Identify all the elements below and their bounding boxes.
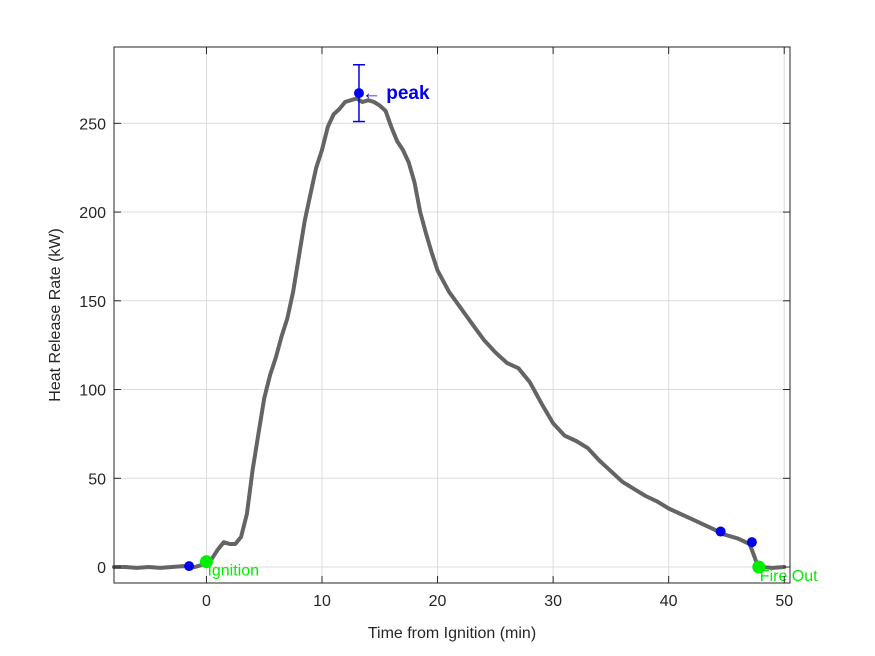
y-axis-label: Heat Release Rate (kW): [47, 228, 64, 401]
marker-point: [184, 561, 195, 572]
marker-point: [715, 526, 726, 537]
marker-point: [746, 537, 757, 548]
y-tick-label: 50: [88, 471, 106, 488]
marker-ignition: [199, 555, 213, 569]
y-tick-label: 0: [97, 560, 106, 577]
marker-peak: [353, 88, 364, 99]
grid-x: [205, 47, 785, 583]
tick-labels: 0 10 20 30 40 50 0 50 100 150 200 250: [79, 116, 793, 610]
annotation-peak: ← peak: [362, 83, 430, 104]
x-tick-label: 0: [202, 593, 211, 610]
marker-fire-out: [752, 560, 766, 574]
x-axis-label: Time from Ignition (min): [368, 625, 536, 642]
plot-background: [114, 47, 790, 583]
y-tick-label: 100: [79, 383, 106, 400]
markers: Ignition ← peak Fire Out: [184, 63, 818, 585]
grid-y: [114, 122, 790, 568]
y-tick-label: 150: [79, 294, 106, 311]
x-tick-label: 40: [660, 593, 678, 610]
annotation-fire-out: Fire Out: [760, 568, 818, 585]
x-tick-label: 50: [775, 593, 793, 610]
plot-frame: [113, 46, 791, 584]
y-tick-label: 250: [79, 116, 106, 133]
x-tick-label: 30: [544, 593, 562, 610]
annotation-ignition: Ignition: [207, 563, 259, 580]
y-tick-label: 200: [79, 205, 106, 222]
axis-ticks: [114, 47, 790, 583]
series-line-hrr: [112, 96, 787, 570]
x-tick-label: 20: [429, 593, 447, 610]
x-tick-label: 10: [313, 593, 331, 610]
